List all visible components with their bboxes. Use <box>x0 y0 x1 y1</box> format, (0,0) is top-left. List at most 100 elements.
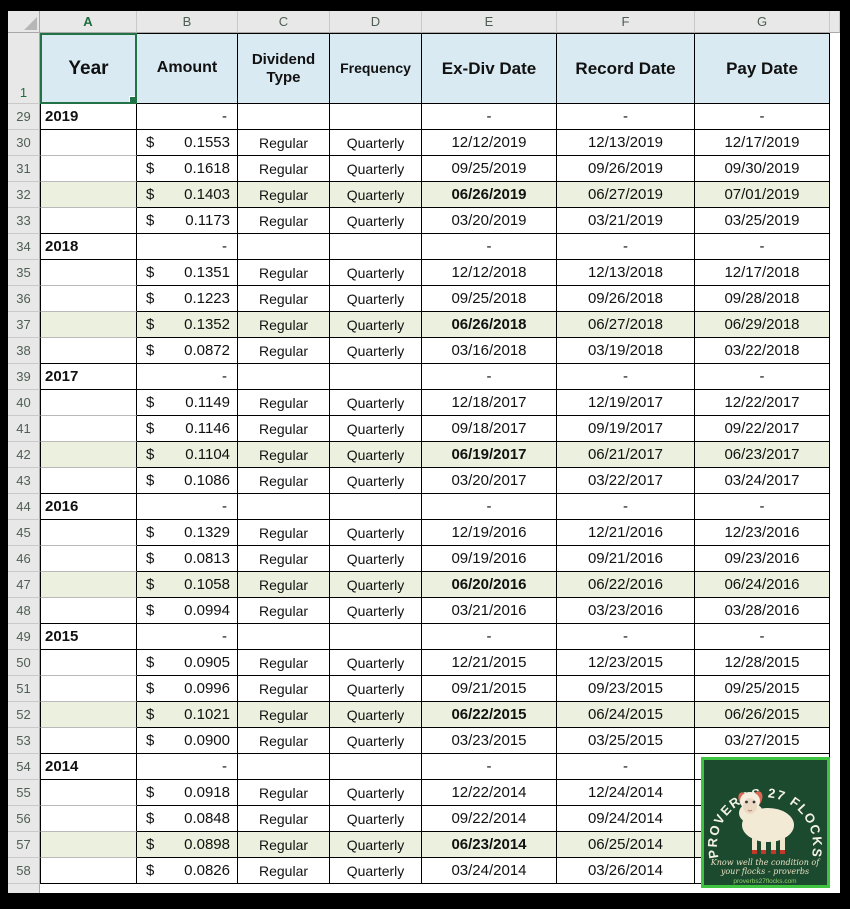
cell-A1-year-header[interactable]: Year <box>40 33 137 104</box>
cell-E53-exdiv-date[interactable]: 03/23/2015 <box>422 728 557 754</box>
cell-D29-frequency[interactable] <box>330 104 422 130</box>
cell-E40-exdiv-date[interactable]: 12/18/2017 <box>422 390 557 416</box>
cell-C43-dividend-type[interactable]: Regular <box>238 468 330 494</box>
cell-G43-pay-date[interactable]: 03/24/2017 <box>695 468 830 494</box>
cell-A33-year[interactable] <box>40 208 137 234</box>
cell-E58-exdiv-date[interactable]: 03/24/2014 <box>422 858 557 884</box>
cell-B44-amount[interactable]: - <box>137 494 238 520</box>
unused-cell[interactable] <box>830 130 840 156</box>
cell-E1-exdiv-header[interactable]: Ex-Div Date <box>422 33 557 104</box>
row-header-44[interactable]: 44 <box>8 494 40 520</box>
cell-B37-amount[interactable]: $0.1352 <box>137 312 238 338</box>
row-header-58[interactable]: 58 <box>8 858 40 884</box>
cell-B51-amount[interactable]: $0.0996 <box>137 676 238 702</box>
cell-F50-record-date[interactable]: 12/23/2015 <box>557 650 695 676</box>
row-header-56[interactable]: 56 <box>8 806 40 832</box>
cell-C49-dividend-type[interactable] <box>238 624 330 650</box>
col-header-F[interactable]: F <box>557 11 695 33</box>
cell-B30-amount[interactable]: $0.1553 <box>137 130 238 156</box>
cell-B1-amount-header[interactable]: Amount <box>137 33 238 104</box>
cell-F58-record-date[interactable]: 03/26/2014 <box>557 858 695 884</box>
cell-E45-exdiv-date[interactable]: 12/19/2016 <box>422 520 557 546</box>
cell-E48-exdiv-date[interactable]: 03/21/2016 <box>422 598 557 624</box>
row-header-40[interactable]: 40 <box>8 390 40 416</box>
cell-A54-year[interactable]: 2014 <box>40 754 137 780</box>
cell-B57-amount[interactable]: $0.0898 <box>137 832 238 858</box>
cell-F31-record-date[interactable]: 09/26/2019 <box>557 156 695 182</box>
cell-D52-frequency[interactable]: Quarterly <box>330 702 422 728</box>
cell-G38-pay-date[interactable]: 03/22/2018 <box>695 338 830 364</box>
cell-B47-amount[interactable]: $0.1058 <box>137 572 238 598</box>
cell-B34-amount[interactable]: - <box>137 234 238 260</box>
cell-D51-frequency[interactable]: Quarterly <box>330 676 422 702</box>
cell-C34-dividend-type[interactable] <box>238 234 330 260</box>
cell-A32-year[interactable] <box>40 182 137 208</box>
unused-cell[interactable] <box>830 208 840 234</box>
unused-cell[interactable] <box>330 884 422 893</box>
cell-B33-amount[interactable]: $0.1173 <box>137 208 238 234</box>
cell-D36-frequency[interactable]: Quarterly <box>330 286 422 312</box>
cell-G37-pay-date[interactable]: 06/29/2018 <box>695 312 830 338</box>
unused-cell[interactable] <box>830 416 840 442</box>
unused-cell[interactable] <box>830 676 840 702</box>
cell-F55-record-date[interactable]: 12/24/2014 <box>557 780 695 806</box>
unused-cell[interactable] <box>830 156 840 182</box>
col-header-G[interactable]: G <box>695 11 830 33</box>
cell-D32-frequency[interactable]: Quarterly <box>330 182 422 208</box>
cell-A38-year[interactable] <box>40 338 137 364</box>
cell-E29-exdiv-date[interactable]: - <box>422 104 557 130</box>
cell-D55-frequency[interactable]: Quarterly <box>330 780 422 806</box>
row-header-57[interactable]: 57 <box>8 832 40 858</box>
cell-B54-amount[interactable]: - <box>137 754 238 780</box>
cell-C30-dividend-type[interactable]: Regular <box>238 130 330 156</box>
cell-C54-dividend-type[interactable] <box>238 754 330 780</box>
col-header-B[interactable]: B <box>137 11 238 33</box>
cell-C50-dividend-type[interactable]: Regular <box>238 650 330 676</box>
cell-B53-amount[interactable]: $0.0900 <box>137 728 238 754</box>
cell-B42-amount[interactable]: $0.1104 <box>137 442 238 468</box>
cell-D37-frequency[interactable]: Quarterly <box>330 312 422 338</box>
unused-cell[interactable] <box>830 780 840 806</box>
cell-B29-amount[interactable]: - <box>137 104 238 130</box>
cell-G47-pay-date[interactable]: 06/24/2016 <box>695 572 830 598</box>
unused-cell[interactable] <box>238 884 330 893</box>
cell-D54-frequency[interactable] <box>330 754 422 780</box>
cell-A56-year[interactable] <box>40 806 137 832</box>
cell-G52-pay-date[interactable]: 06/26/2015 <box>695 702 830 728</box>
row-header-36[interactable]: 36 <box>8 286 40 312</box>
cell-B46-amount[interactable]: $0.0813 <box>137 546 238 572</box>
row-header-partial[interactable] <box>8 884 40 893</box>
cell-A45-year[interactable] <box>40 520 137 546</box>
cell-A34-year[interactable]: 2018 <box>40 234 137 260</box>
cell-G50-pay-date[interactable]: 12/28/2015 <box>695 650 830 676</box>
cell-D56-frequency[interactable]: Quarterly <box>330 806 422 832</box>
cell-C53-dividend-type[interactable]: Regular <box>238 728 330 754</box>
cell-E42-exdiv-date[interactable]: 06/19/2017 <box>422 442 557 468</box>
col-header-D[interactable]: D <box>330 11 422 33</box>
row-header-32[interactable]: 32 <box>8 182 40 208</box>
cell-F53-record-date[interactable]: 03/25/2015 <box>557 728 695 754</box>
cell-F46-record-date[interactable]: 09/21/2016 <box>557 546 695 572</box>
cell-G51-pay-date[interactable]: 09/25/2015 <box>695 676 830 702</box>
cell-A46-year[interactable] <box>40 546 137 572</box>
cell-G41-pay-date[interactable]: 09/22/2017 <box>695 416 830 442</box>
unused-cell[interactable] <box>40 884 137 893</box>
cell-F41-record-date[interactable]: 09/19/2017 <box>557 416 695 442</box>
row-header-43[interactable]: 43 <box>8 468 40 494</box>
row-header-53[interactable]: 53 <box>8 728 40 754</box>
cell-C37-dividend-type[interactable]: Regular <box>238 312 330 338</box>
cell-E32-exdiv-date[interactable]: 06/26/2019 <box>422 182 557 208</box>
cell-E39-exdiv-date[interactable]: - <box>422 364 557 390</box>
cell-E46-exdiv-date[interactable]: 09/19/2016 <box>422 546 557 572</box>
cell-C38-dividend-type[interactable]: Regular <box>238 338 330 364</box>
cell-A50-year[interactable] <box>40 650 137 676</box>
unused-cell[interactable] <box>695 884 830 893</box>
unused-cell[interactable] <box>830 754 840 780</box>
cell-C31-dividend-type[interactable]: Regular <box>238 156 330 182</box>
cell-C42-dividend-type[interactable]: Regular <box>238 442 330 468</box>
unused-cell[interactable] <box>830 624 840 650</box>
unused-cell[interactable] <box>830 728 840 754</box>
unused-cell[interactable] <box>830 806 840 832</box>
cell-D58-frequency[interactable]: Quarterly <box>330 858 422 884</box>
cell-G39-pay-date[interactable]: - <box>695 364 830 390</box>
